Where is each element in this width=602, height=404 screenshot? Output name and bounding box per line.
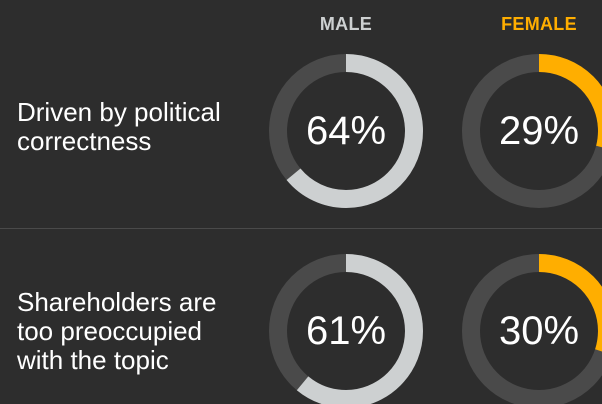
row-label-shareholders: Shareholders are too preoccupied with th… [17, 287, 217, 375]
column-header-male: MALE [319, 14, 373, 34]
donut-arc-male [269, 54, 423, 208]
donut-female-shareholders: 30% [462, 254, 602, 404]
donut-male-political-correctness: 64% [269, 54, 423, 208]
column-header-female: FEMALE [501, 14, 577, 34]
donut-arc-female [462, 254, 602, 404]
donut-value-label: 61% [306, 309, 386, 353]
donut-female-political-correctness: 29% [462, 54, 602, 208]
row-label-political-correctness: Driven by political correctness [17, 97, 221, 156]
donut-value-label: 64% [306, 109, 386, 153]
donut-value-label: 30% [499, 309, 579, 353]
row-divider [0, 228, 602, 229]
donut-value-label: 29% [499, 109, 579, 153]
donut-arc-male [269, 254, 423, 404]
donut-male-shareholders: 61% [269, 254, 423, 404]
donut-arc-female [462, 54, 602, 208]
